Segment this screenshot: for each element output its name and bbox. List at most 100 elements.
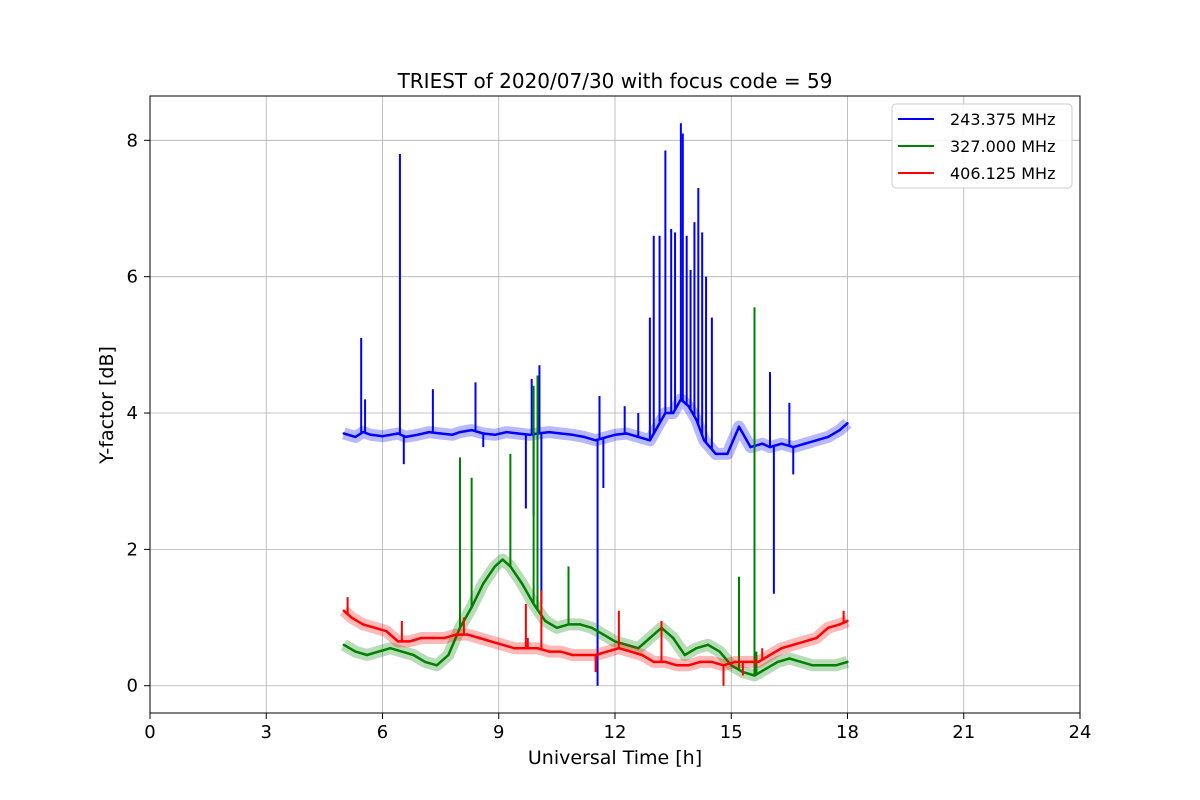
series-point: [505, 430, 508, 434]
series-point: [826, 626, 830, 629]
series-point: [664, 660, 667, 664]
x-tick-label: 6: [377, 722, 388, 743]
chart-title: TRIEST of 2020/07/30 with focus code = 5…: [397, 69, 833, 93]
series-point: [671, 636, 675, 640]
series-point: [439, 432, 442, 435]
series-point: [361, 430, 365, 434]
series-point: [606, 435, 609, 439]
series-point: [501, 558, 504, 561]
series-point: [396, 640, 400, 643]
series-point: [683, 653, 686, 657]
series-point: [416, 433, 419, 437]
series-point: [780, 647, 783, 650]
series-point: [826, 435, 830, 439]
series-point: [451, 433, 454, 437]
series-point: [648, 636, 652, 640]
series-point: [369, 433, 373, 437]
series-point: [501, 643, 504, 647]
series-point: [571, 433, 574, 437]
legend-label: 243.375 MHz: [950, 110, 1055, 129]
series-point: [423, 660, 427, 664]
series-point: [846, 422, 849, 425]
series-point: [361, 623, 365, 626]
x-tick-label: 18: [836, 722, 859, 743]
series-point: [730, 664, 733, 667]
y-axis-label: Y-factor [dB]: [96, 346, 118, 465]
legend-label: 406.125 MHz: [950, 164, 1055, 183]
series-point: [536, 647, 539, 650]
series-point: [547, 650, 551, 653]
series-point: [571, 653, 574, 657]
series-point: [687, 405, 690, 408]
legend-label: 327.000 MHz: [950, 137, 1055, 156]
series-point: [733, 660, 737, 664]
series-point: [381, 435, 384, 438]
series-point: [489, 640, 493, 643]
series-point: [710, 660, 714, 664]
series-point: [768, 653, 772, 657]
legend: 243.375 MHz 327.000 MHz 406.125 MHz: [891, 103, 1073, 189]
series-point: [656, 425, 659, 428]
series-point: [780, 442, 783, 445]
series-point: [458, 430, 462, 434]
series-point: [400, 650, 404, 653]
series-point: [594, 439, 597, 442]
series-point: [803, 640, 807, 643]
series-2: [339, 590, 850, 686]
series-point: [385, 629, 388, 633]
series-point: [350, 616, 353, 619]
series-layer: [339, 123, 852, 686]
series-point: [528, 433, 531, 437]
series-point: [478, 636, 481, 640]
series-point: [625, 643, 628, 647]
series-point: [447, 653, 450, 657]
series-point: [718, 650, 721, 653]
series-point: [671, 411, 675, 415]
series-point: [675, 664, 679, 667]
series-point: [513, 647, 516, 650]
series-point: [431, 636, 435, 640]
series-point: [761, 442, 764, 445]
series-point: [695, 418, 698, 422]
series-point: [792, 643, 795, 647]
series-point: [737, 425, 741, 428]
series-point: [435, 664, 438, 667]
series-point: [846, 660, 849, 664]
x-tick-label: 12: [604, 722, 627, 743]
series-point: [695, 647, 698, 650]
series-point: [799, 660, 803, 664]
series-point: [373, 626, 376, 629]
x-tick-label: 9: [493, 722, 504, 743]
series-point: [454, 633, 458, 636]
series-point: [389, 647, 392, 650]
series-point: [687, 664, 690, 667]
series-point: [745, 660, 748, 664]
series-point: [590, 626, 593, 629]
series-point: [342, 609, 345, 612]
series-point: [354, 650, 357, 653]
series-point: [625, 432, 628, 435]
series-point: [412, 653, 415, 657]
x-tick-label: 21: [952, 722, 975, 743]
series-point: [396, 432, 400, 435]
series-point: [652, 660, 655, 664]
series-point: [443, 636, 446, 640]
series-point: [823, 664, 826, 667]
series-point: [846, 619, 849, 623]
x-tick-label: 15: [720, 722, 743, 743]
y-tick-label: 4: [127, 403, 138, 424]
y-tick-label: 8: [127, 130, 138, 151]
series-point: [811, 664, 814, 667]
series-point: [706, 643, 710, 647]
series-point: [578, 623, 582, 626]
series-point: [606, 650, 609, 653]
series-point: [582, 653, 586, 657]
y-tick-label: 6: [127, 267, 138, 288]
series-point: [834, 664, 838, 667]
series-point: [555, 626, 559, 629]
series-point: [629, 650, 632, 653]
series-point: [544, 619, 547, 623]
series-point: [726, 452, 729, 456]
